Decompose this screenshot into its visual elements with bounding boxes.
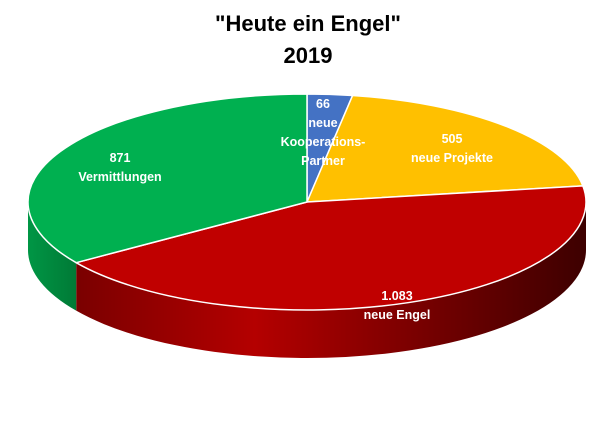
category-label-neue-engel: neue Engel bbox=[364, 308, 431, 322]
category-label-vermittlungen: Vermittlungen bbox=[78, 170, 161, 184]
value-label-neue-engel: 1.083 bbox=[381, 289, 412, 303]
label-vermittlungen: 871 Vermittlungen bbox=[78, 151, 161, 184]
category-label-kooperations-partner: Kooperations- bbox=[281, 135, 366, 149]
value-label-vermittlungen: 871 bbox=[110, 151, 131, 165]
chart-subtitle: 2019 bbox=[284, 43, 333, 68]
slice-vermittlungen bbox=[27, 93, 308, 264]
category-label-kooperations-partner: neue bbox=[308, 116, 337, 130]
slice-neue-engel bbox=[75, 185, 587, 311]
pie-side-walls bbox=[28, 202, 587, 358]
slice-neue-projekte bbox=[306, 94, 584, 203]
chart-title: "Heute ein Engel" bbox=[215, 11, 401, 36]
value-label-neue-projekte: 505 bbox=[442, 132, 463, 146]
value-label-kooperations-partner: 66 bbox=[316, 97, 330, 111]
label-kooperations-partner: 66 neue Kooperations- Partner bbox=[281, 97, 366, 168]
label-neue-projekte: 505 neue Projekte bbox=[411, 132, 493, 165]
category-label-kooperations-partner: Partner bbox=[301, 154, 345, 168]
label-neue-engel: 1.083 neue Engel bbox=[364, 289, 431, 322]
pie-data-labels: 66 neue Kooperations- Partner 505 neue Projek… bbox=[78, 97, 493, 322]
pie-top-faces bbox=[27, 93, 587, 311]
category-label-neue-projekte: neue Projekte bbox=[411, 151, 493, 165]
side-neue-engel bbox=[76, 202, 587, 358]
side-vermittlungen bbox=[28, 202, 77, 311]
